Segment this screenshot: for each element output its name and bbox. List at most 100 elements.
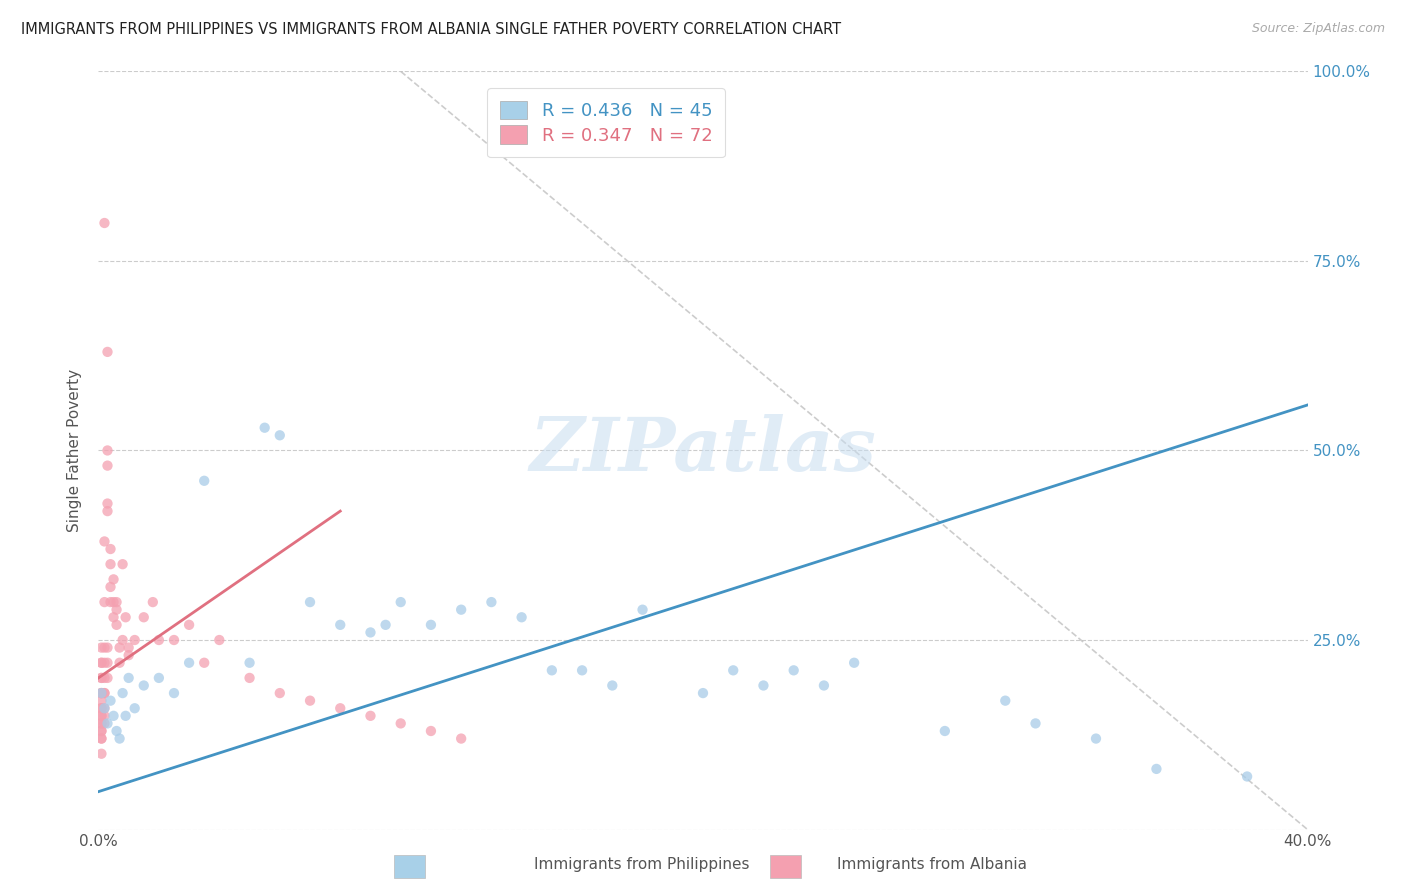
Point [90,686,112,700]
Point [90,708,112,723]
Point [96,640,118,655]
Point [253,421,276,435]
Point [93,708,115,723]
Text: ZIPatlas: ZIPatlas [530,414,876,487]
Text: Source: ZipAtlas.com: Source: ZipAtlas.com [1251,22,1385,36]
Point [93,216,115,230]
Point [90,694,112,708]
Point [96,443,118,458]
Point [132,678,155,692]
Point [1024,716,1046,731]
Point [329,701,352,715]
Point [692,686,714,700]
Point [96,496,118,510]
Point [93,640,115,655]
Point [100,580,122,594]
Point [844,656,866,670]
Point [510,610,533,624]
Point [124,633,146,648]
Point [100,557,122,572]
Point [269,686,291,700]
Point [389,595,412,609]
Point [239,656,262,670]
Point [93,656,115,670]
Point [93,686,115,700]
Point [108,731,131,746]
Point [208,633,231,648]
Point [360,708,382,723]
Point [90,686,112,700]
Point [132,610,155,624]
Y-axis label: Single Father Poverty: Single Father Poverty [67,369,83,532]
Point [90,724,112,739]
Point [269,428,291,442]
Point [114,610,136,624]
Point [90,716,112,731]
Point [111,633,134,648]
Point [299,595,322,609]
Point [111,686,134,700]
Point [540,664,562,678]
Point [93,701,115,715]
Point [96,504,118,518]
Point [90,671,112,685]
Point [90,701,112,715]
Point [148,671,170,685]
Point [124,701,146,715]
Point [105,595,128,609]
Point [481,595,503,609]
Point [114,708,136,723]
Point [450,603,472,617]
Point [329,617,352,632]
Point [723,664,745,678]
Point [163,633,186,648]
Point [93,534,115,549]
Point [108,640,131,655]
Point [96,458,118,473]
Point [100,694,122,708]
Point [93,701,115,715]
Point [450,731,472,746]
Point [90,724,112,739]
Point [631,603,654,617]
Point [96,716,118,731]
Point [389,716,412,731]
Point [118,671,141,685]
Point [96,344,118,359]
Point [103,595,125,609]
Point [193,474,215,488]
Point [118,648,141,662]
Point [93,595,115,609]
Point [105,603,128,617]
Point [96,656,118,670]
Point [93,671,115,685]
Point [90,656,112,670]
Legend: R = 0.436   N = 45, R = 0.347   N = 72: R = 0.436 N = 45, R = 0.347 N = 72 [488,88,725,157]
Text: Immigrants from Albania: Immigrants from Albania [837,857,1026,872]
Point [111,557,134,572]
Point [934,724,956,739]
Point [105,617,128,632]
Point [90,671,112,685]
Point [103,610,125,624]
Point [93,716,115,731]
Point [90,747,112,761]
Point [96,671,118,685]
Point [90,731,112,746]
Point [90,656,112,670]
Point [90,686,112,700]
Point [90,640,112,655]
Point [420,724,443,739]
Point [90,686,112,700]
Point [90,716,112,731]
Point [103,573,125,587]
Point [118,640,141,655]
Point [90,708,112,723]
Point [752,678,775,692]
Point [103,708,125,723]
Point [239,671,262,685]
Point [571,664,593,678]
Point [179,656,201,670]
Point [100,542,122,557]
Point [93,686,115,700]
